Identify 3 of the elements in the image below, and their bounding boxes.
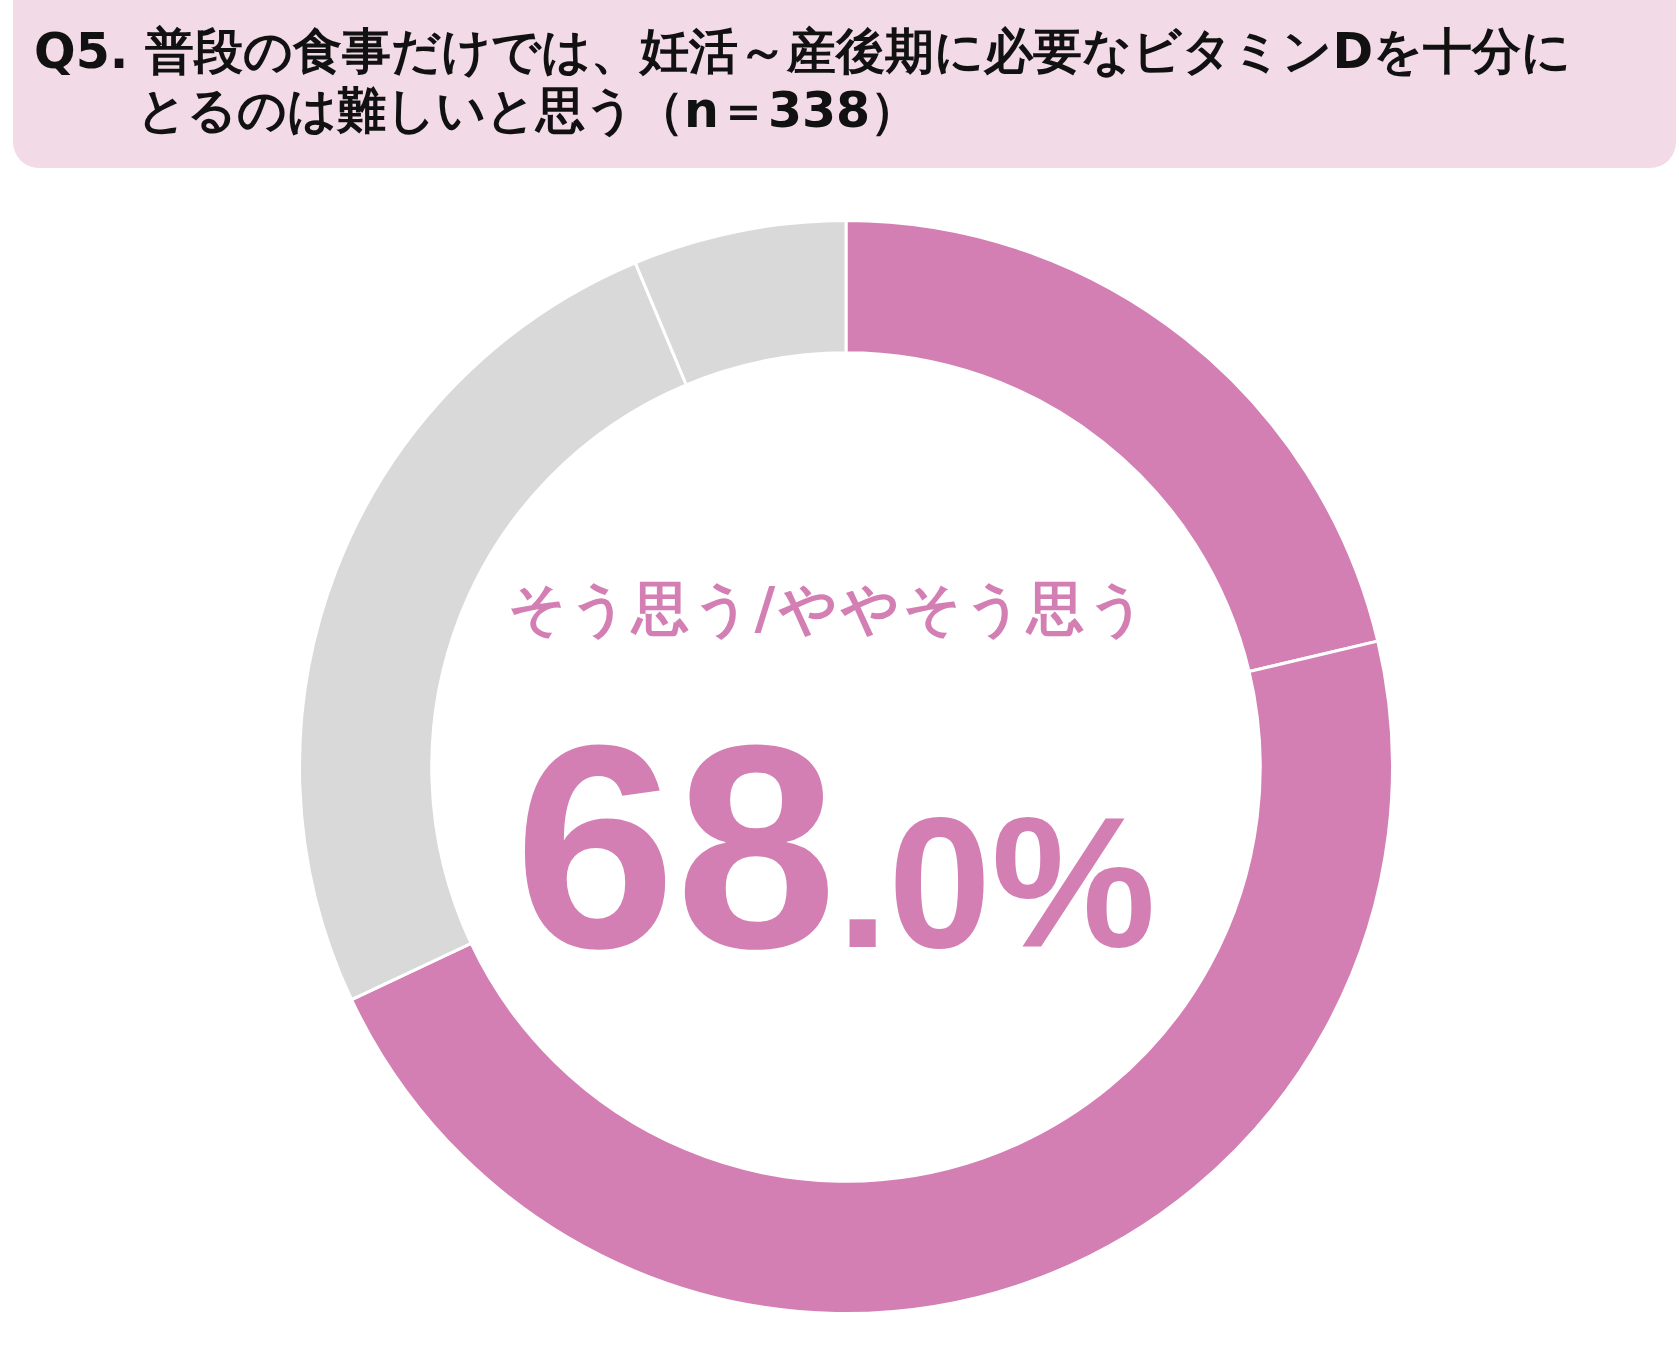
text: そう思う/ややそう思う [507, 575, 1151, 641]
text: 68.0% [514, 684, 1156, 1008]
chart-title: Q5. 普段の食事だけでは、妊活～産後期に必要なビタミンDを十分にとるのは難しいと思う（n＝338） [34, 22, 1573, 140]
